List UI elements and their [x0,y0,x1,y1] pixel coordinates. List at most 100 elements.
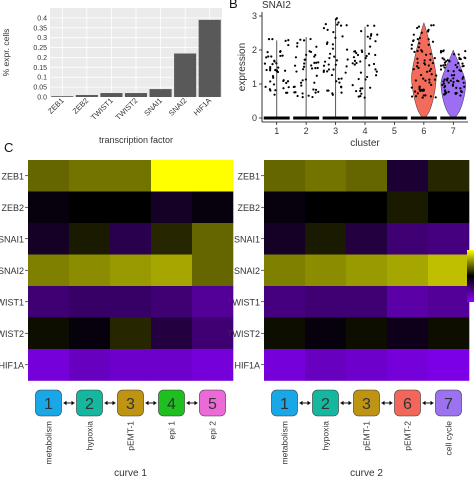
data-point [312,88,315,91]
heatmap-cell [151,317,193,350]
data-point [315,45,318,48]
data-point [275,62,278,65]
data-point [416,26,419,30]
data-point [373,24,376,27]
heatmap-cell [69,286,111,318]
data-point [429,58,432,61]
x-tick-label: ZEB1 [46,96,66,116]
data-point [360,49,363,52]
data-point [426,30,430,33]
data-point [322,27,326,30]
stage-box [394,389,421,417]
data-point [428,81,431,84]
x-tick-label: 5 [392,126,397,136]
data-point [423,59,426,62]
data-point [374,53,377,57]
data-point [410,95,414,98]
data-point [365,54,368,58]
data-point [332,31,335,34]
data-point [427,64,430,67]
stage-number: 3 [362,396,371,413]
data-point [449,79,453,82]
y-tick-label: 0.2 [37,55,47,62]
row-label: ZEB2 [237,203,260,213]
data-point [334,18,338,21]
data-point [433,56,436,60]
data-point [367,52,371,55]
data-point [430,73,433,76]
stage-box [199,389,226,417]
data-point [412,39,415,42]
data-point [444,90,447,94]
data-point [361,87,364,90]
heatmap-cell [110,223,152,255]
heatmap-cell [346,286,388,318]
data-point [330,73,334,77]
data-point [439,68,443,71]
data-point [429,52,432,56]
data-point [313,55,316,58]
x-tick-label: SNAI2 [167,96,189,118]
stage-arrow-tail [145,400,149,406]
data-point [286,80,290,83]
heatmap-cell [428,286,470,318]
stage-arrow-head [348,400,352,406]
heatmap-cell [69,191,111,224]
data-point [418,86,421,89]
bar [174,53,197,97]
data-point [299,38,302,41]
row-label: SNAI1 [234,234,260,244]
y-tick-label: 0.15 [33,65,47,72]
data-point [424,94,427,97]
x-tick-label: ZEB2 [71,96,91,116]
data-point [353,50,356,53]
data-point [273,93,276,96]
stage-number: 4 [167,396,176,413]
data-point [442,93,446,96]
data-point [414,79,417,82]
data-point [422,94,425,97]
data-point [460,90,463,93]
data-point [268,88,271,91]
row-label: SNAI2 [234,266,260,276]
heatmap-cell [69,317,111,350]
data-point [294,56,298,59]
data-point [314,88,318,91]
heatmap-cell [428,160,470,192]
stage-label: pEMT-1 [126,421,136,451]
stage-box [117,389,144,417]
heatmap-cell [69,349,111,381]
data-point [300,84,303,87]
data-point [447,69,450,72]
panel-label-c: C [4,140,13,155]
heatmap-cell [387,254,429,287]
row-label: TWIST2 [0,329,24,339]
stage-arrow-tail [422,400,426,406]
row-label: HIF1A [0,360,24,370]
data-point [315,61,318,64]
data-point [271,74,275,78]
data-point [366,24,369,27]
data-point [412,33,415,36]
data-point [452,53,456,56]
data-point [310,64,313,67]
data-point [428,78,431,81]
data-point [446,59,449,62]
data-point [323,60,327,63]
heatmap-cell [387,160,429,192]
data-point [269,80,272,83]
data-point [301,92,304,95]
data-point [372,62,376,66]
data-point [355,61,358,65]
data-point [294,91,297,94]
data-point [368,64,371,67]
heatmap-cell [110,317,152,350]
data-point [345,24,348,27]
data-point [267,38,271,41]
bar [124,93,148,97]
data-point [434,96,437,99]
data-point [324,23,327,26]
stage-arrow-tail [381,400,385,406]
data-point [266,51,269,54]
data-point [338,81,341,84]
